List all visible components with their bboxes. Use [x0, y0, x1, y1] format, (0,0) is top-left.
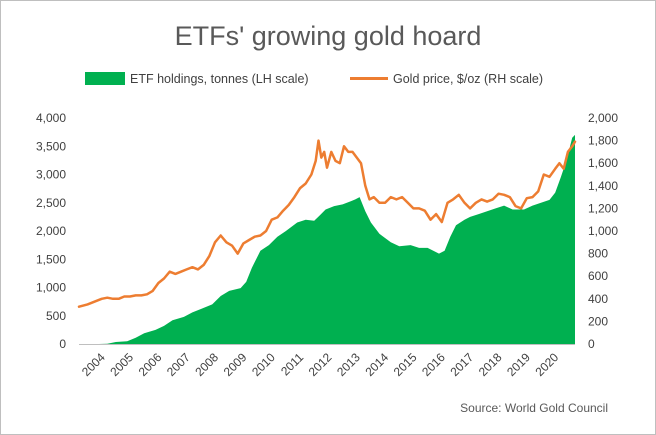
- x-tick-label: 2012: [306, 350, 335, 379]
- chart-title: ETFs' growing gold hoard: [175, 21, 482, 51]
- x-tick-label: 2006: [136, 350, 165, 379]
- left-tick-label: 2,000: [36, 224, 66, 238]
- source-note: Source: World Gold Council: [460, 401, 608, 415]
- legend-etf-swatch: [85, 72, 125, 85]
- right-axis: 0 200 400 600 800 1,000 1,200 1,400 1,600 1,800 2,…: [588, 111, 618, 351]
- x-tick-label: 2013: [334, 350, 363, 379]
- right-tick-label: 1,400: [588, 179, 618, 193]
- left-tick-label: 1,000: [36, 281, 66, 295]
- right-tick-label: 1,600: [588, 156, 618, 170]
- x-tick-label: 2014: [362, 350, 391, 379]
- plot-area: [77, 134, 577, 345]
- left-axis: 0 500 1,000 1,500 2,000 2,500 3,000 3,500 4,000: [36, 111, 66, 351]
- x-tick-label: 2009: [221, 350, 250, 379]
- x-tick-label: 2020: [532, 350, 561, 379]
- x-tick-label: 2007: [164, 350, 193, 379]
- right-tick-label: 1,000: [588, 224, 618, 238]
- right-tick-label: 400: [588, 292, 608, 306]
- etf-holdings-area: [79, 134, 575, 344]
- x-tick-label: 2018: [476, 350, 505, 379]
- legend-etf-label: ETF holdings, tonnes (LH scale): [130, 72, 309, 86]
- gold-price-line: [77, 139, 577, 308]
- right-tick-label: 600: [588, 269, 608, 283]
- left-tick-label: 3,500: [36, 139, 66, 153]
- x-tick-label: 2011: [278, 350, 306, 378]
- left-tick-label: 500: [46, 309, 66, 323]
- left-tick-label: 2,500: [36, 196, 66, 210]
- legend: ETF holdings, tonnes (LH scale) Gold pri…: [85, 72, 543, 86]
- right-tick-label: 1,800: [588, 134, 618, 148]
- x-tick-label: 2017: [447, 350, 476, 379]
- x-tick-label: 2019: [504, 350, 533, 379]
- x-tick-label: 2010: [249, 350, 278, 379]
- left-tick-label: 3,000: [36, 168, 66, 182]
- right-tick-label: 200: [588, 314, 608, 328]
- legend-gold-label: Gold price, $/oz (RH scale): [393, 72, 543, 86]
- left-tick-label: 1,500: [36, 252, 66, 266]
- x-tick-label: 2016: [419, 350, 448, 379]
- x-tick-label: 2004: [79, 350, 108, 379]
- x-tick-label: 2015: [391, 350, 420, 379]
- right-tick-label: 1,200: [588, 201, 618, 215]
- right-tick-label: 800: [588, 247, 608, 261]
- x-tick-label: 2008: [192, 350, 221, 379]
- x-axis: 2004 2005 2006 2007 2008 2009 2010 2011 2012 2013…: [79, 350, 561, 379]
- left-tick-label: 4,000: [36, 111, 66, 125]
- x-tick-label: 2005: [107, 350, 136, 379]
- left-tick-label: 0: [59, 337, 66, 351]
- right-tick-label: 0: [588, 337, 595, 351]
- right-tick-label: 2,000: [588, 111, 618, 125]
